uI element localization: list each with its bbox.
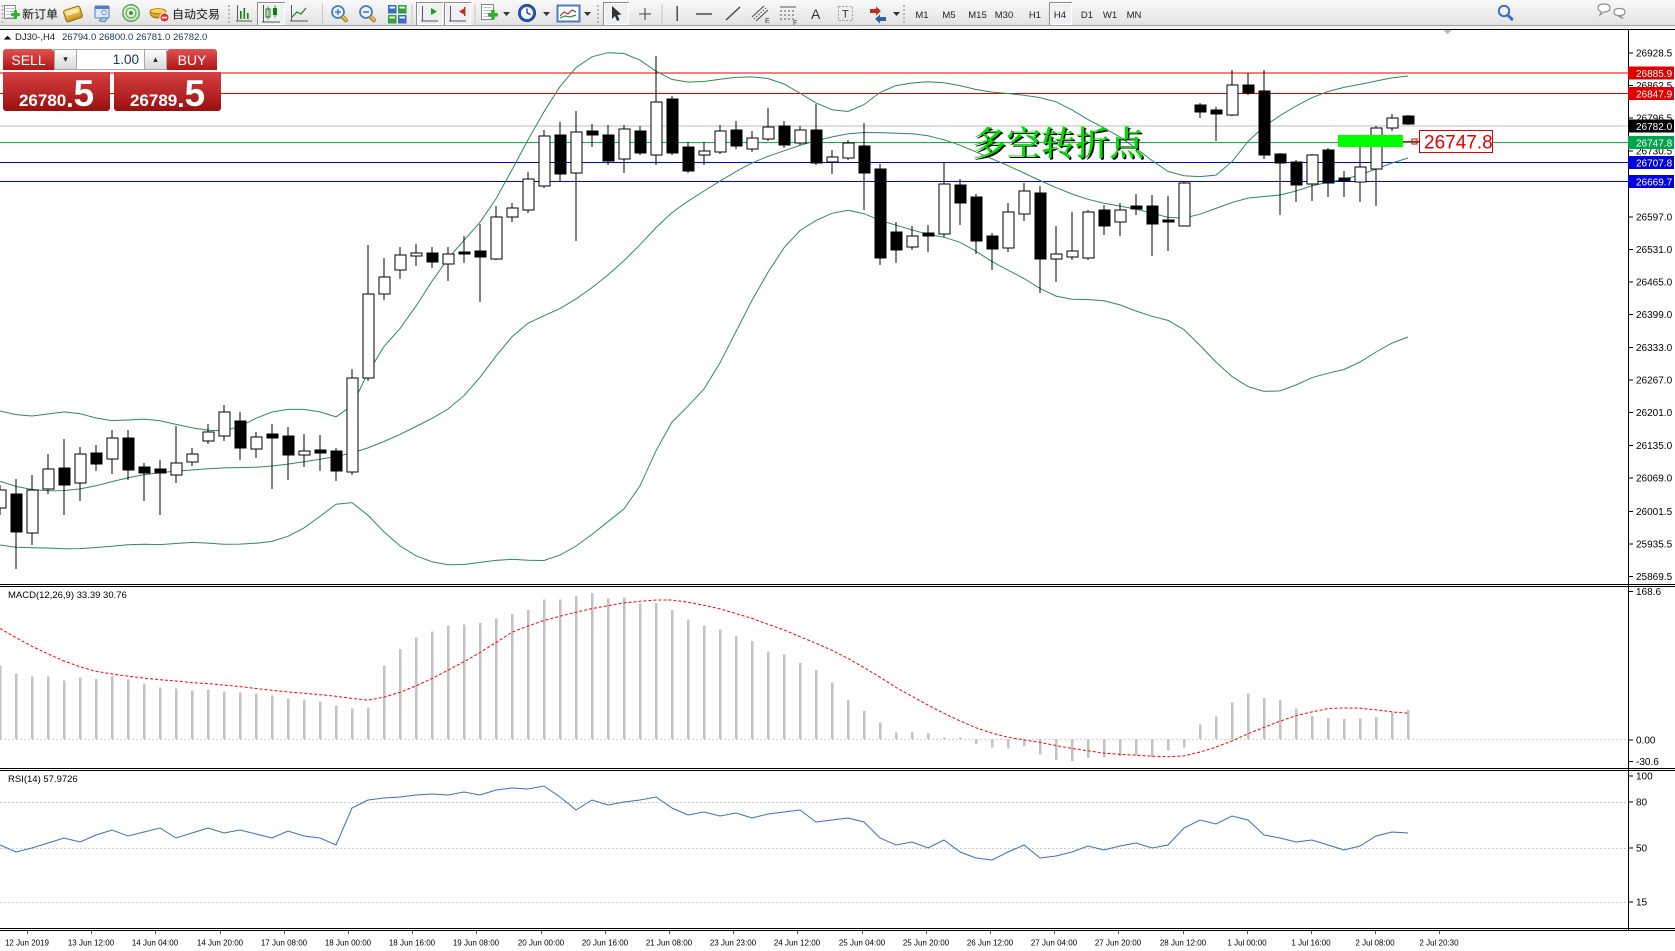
svg-text:14 Jun 20:00: 14 Jun 20:00 bbox=[197, 939, 244, 948]
svg-text:26782.0: 26782.0 bbox=[1636, 122, 1673, 133]
svg-text:2 Jul 20:30: 2 Jul 20:30 bbox=[1419, 939, 1459, 948]
svg-text:1 Jul 16:00: 1 Jul 16:00 bbox=[1291, 939, 1331, 948]
svg-text:12 Jun 2019: 12 Jun 2019 bbox=[5, 939, 50, 948]
svg-text:26001.5: 26001.5 bbox=[1636, 507, 1673, 518]
svg-text:DJ30-,H4: DJ30-,H4 bbox=[15, 32, 55, 43]
svg-text:18 Jun 00:00: 18 Jun 00:00 bbox=[325, 939, 372, 948]
svg-text:26747.8: 26747.8 bbox=[1424, 133, 1493, 154]
svg-text:100: 100 bbox=[1636, 772, 1653, 783]
svg-text:20 Jun 00:00: 20 Jun 00:00 bbox=[518, 939, 565, 948]
svg-text:26669.7: 26669.7 bbox=[1636, 177, 1673, 188]
svg-text:26796.5: 26796.5 bbox=[1636, 114, 1673, 125]
svg-text:26928.5: 26928.5 bbox=[1636, 48, 1673, 59]
svg-text:24 Jun 12:00: 24 Jun 12:00 bbox=[774, 939, 821, 948]
svg-text:2 Jul 08:00: 2 Jul 08:00 bbox=[1355, 939, 1395, 948]
svg-text:14 Jun 04:00: 14 Jun 04:00 bbox=[132, 939, 179, 948]
svg-text:-30.6: -30.6 bbox=[1636, 757, 1659, 768]
svg-text:25935.5: 25935.5 bbox=[1636, 540, 1673, 551]
svg-text:26730.5: 26730.5 bbox=[1636, 146, 1673, 157]
svg-text:21 Jun 08:00: 21 Jun 08:00 bbox=[646, 939, 693, 948]
svg-text:26069.0: 26069.0 bbox=[1636, 474, 1673, 485]
svg-text:26862.5: 26862.5 bbox=[1636, 81, 1673, 92]
svg-text:M30: M30 bbox=[995, 10, 1013, 21]
svg-text:23 Jun 23:00: 23 Jun 23:00 bbox=[710, 939, 757, 948]
svg-text:26399.0: 26399.0 bbox=[1636, 310, 1673, 321]
svg-text:26333.0: 26333.0 bbox=[1636, 343, 1673, 354]
svg-text:26267.0: 26267.0 bbox=[1636, 376, 1673, 387]
svg-text:1 Jul 00:00: 1 Jul 00:00 bbox=[1227, 939, 1267, 948]
svg-text:26 Jun 12:00: 26 Jun 12:00 bbox=[967, 939, 1014, 948]
svg-text:26597.0: 26597.0 bbox=[1636, 212, 1673, 223]
svg-text:26885.9: 26885.9 bbox=[1636, 69, 1673, 80]
svg-text:26465.0: 26465.0 bbox=[1636, 278, 1673, 289]
svg-text:26707.8: 26707.8 bbox=[1636, 159, 1673, 170]
svg-text:0.00: 0.00 bbox=[1636, 736, 1656, 747]
svg-text:18 Jun 16:00: 18 Jun 16:00 bbox=[389, 939, 436, 948]
svg-text:26201.0: 26201.0 bbox=[1636, 408, 1673, 419]
svg-text:50: 50 bbox=[1636, 844, 1648, 855]
svg-text:A: A bbox=[811, 6, 821, 22]
svg-text:26794.0 26800.0 26781.0 26782.: 26794.0 26800.0 26781.0 26782.0 bbox=[62, 32, 207, 43]
svg-text:H4: H4 bbox=[1054, 10, 1066, 21]
svg-text:26847.9: 26847.9 bbox=[1636, 90, 1673, 101]
svg-text:W1: W1 bbox=[1103, 10, 1117, 21]
svg-text:H1: H1 bbox=[1029, 10, 1041, 21]
svg-text:13 Jun 12:00: 13 Jun 12:00 bbox=[68, 939, 115, 948]
svg-text:MACD(12,26,9) 33.39 30.76: MACD(12,26,9) 33.39 30.76 bbox=[8, 590, 127, 601]
svg-text:D1: D1 bbox=[1081, 10, 1093, 21]
svg-text:MN: MN bbox=[1127, 10, 1142, 21]
svg-text:20 Jun 16:00: 20 Jun 16:00 bbox=[582, 939, 629, 948]
svg-text:25 Jun 20:00: 25 Jun 20:00 bbox=[903, 939, 950, 948]
svg-text:27 Jun 04:00: 27 Jun 04:00 bbox=[1031, 939, 1078, 948]
svg-text:E: E bbox=[765, 18, 770, 25]
svg-text:17 Jun 08:00: 17 Jun 08:00 bbox=[261, 939, 308, 948]
svg-text:M1: M1 bbox=[915, 10, 928, 21]
svg-text:T: T bbox=[842, 9, 849, 21]
svg-text:15: 15 bbox=[1636, 898, 1648, 909]
svg-text:25869.5: 25869.5 bbox=[1636, 572, 1673, 583]
svg-text:F: F bbox=[793, 20, 797, 27]
svg-text:80: 80 bbox=[1636, 798, 1648, 809]
svg-text:168.6: 168.6 bbox=[1636, 587, 1661, 598]
svg-text:RSI(14) 57.9726: RSI(14) 57.9726 bbox=[8, 774, 78, 785]
svg-text:28 Jun 12:00: 28 Jun 12:00 bbox=[1160, 939, 1207, 948]
svg-text:27 Jun 20:00: 27 Jun 20:00 bbox=[1095, 939, 1142, 948]
svg-text:26135.0: 26135.0 bbox=[1636, 441, 1673, 452]
svg-text:M5: M5 bbox=[942, 10, 955, 21]
svg-text:M15: M15 bbox=[968, 10, 986, 21]
svg-text:25 Jun 04:00: 25 Jun 04:00 bbox=[839, 939, 886, 948]
svg-text:26531.0: 26531.0 bbox=[1636, 245, 1673, 256]
svg-text:19 Jun 08:00: 19 Jun 08:00 bbox=[453, 939, 500, 948]
svg-text:26747.8: 26747.8 bbox=[1636, 139, 1673, 150]
